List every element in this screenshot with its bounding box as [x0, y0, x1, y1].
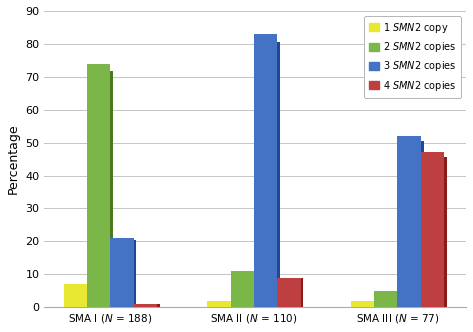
Bar [423, 157, 447, 307]
Bar [353, 301, 377, 307]
Bar [137, 304, 160, 307]
Bar [277, 278, 301, 307]
Bar [90, 71, 113, 307]
Y-axis label: Percentage: Percentage [7, 124, 20, 194]
Bar [350, 300, 374, 307]
Bar [377, 291, 400, 307]
Bar [421, 152, 444, 307]
Bar [254, 34, 277, 307]
Bar [113, 240, 137, 307]
Legend: 1 $\it{SMN2}$ copy, 2 $\it{SMN2}$ copies, 3 $\it{SMN2}$ copies, 4 $\it{SMN2}$ co: 1 $\it{SMN2}$ copy, 2 $\it{SMN2}$ copies… [365, 16, 461, 98]
Bar [230, 271, 254, 307]
Bar [66, 285, 90, 307]
Bar [400, 141, 423, 307]
Bar [233, 272, 256, 307]
Bar [134, 304, 157, 307]
Bar [280, 279, 303, 307]
Bar [110, 238, 134, 307]
Bar [87, 64, 110, 307]
Bar [64, 284, 87, 307]
Bar [207, 300, 230, 307]
Bar [256, 42, 280, 307]
Bar [374, 291, 397, 307]
Bar [397, 136, 421, 307]
Bar [210, 301, 233, 307]
